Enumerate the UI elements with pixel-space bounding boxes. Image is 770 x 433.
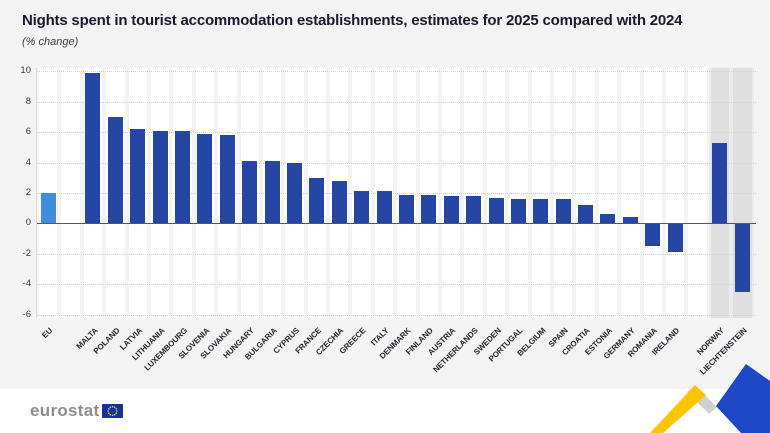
bar-column-czechia: CZECHIA [315,68,350,357]
zigzag-decoration-icon [650,364,770,433]
bar-column-italy: ITALY [369,68,395,347]
bar-malta [85,72,101,224]
bar-cyprus [286,162,302,224]
y-tick-4: 4 [25,156,31,168]
y-tick--4: -4 [22,278,31,290]
chart-header: Nights spent in tourist accommodation es… [0,0,770,49]
bar-portugal [510,199,526,224]
bar-germany [622,217,638,224]
bar-croatia [578,205,594,224]
gridline-4 [37,162,756,164]
bar-norway [712,142,728,224]
gridline--2 [37,253,756,255]
bar-sweden [488,197,504,224]
gridline-8 [37,101,756,103]
bar-france [309,177,325,224]
bar-netherlands [466,196,482,224]
bar-romania [645,223,661,247]
bar-liechtenstein [734,223,750,293]
y-tick-0: 0 [25,217,31,229]
bar-column-greece: GREECE [338,68,372,356]
zero-line [37,223,756,225]
gridline-6 [37,132,756,134]
bar-eu [40,193,56,224]
bar-column-lithuania: LITHUANIA [130,68,171,362]
bar-spain [555,199,571,224]
gridline--6 [37,314,756,316]
eurostat-logo: eurostat [30,401,124,421]
y-tick-8: 8 [25,95,31,107]
bar-luxembourg [175,130,191,224]
bar-ireland [667,223,683,253]
bar-column-slovenia: SLOVENIA [177,68,216,361]
chart-subtitle: (% change) [22,36,79,48]
gridline-10 [37,71,756,73]
bar-slovenia [197,133,213,224]
bar-column-slovakia: SLOVAKIA [199,68,238,361]
bar-estonia [600,214,616,224]
bar-column-hungary: HUNGARY [222,68,261,360]
bar-column-poland: POLAND [92,68,126,356]
y-tick--6: -6 [22,308,31,320]
bar-chart: EU MALTA POLAND LATVIA LITHUANIA LUXEMBOURG SL… [20,65,756,390]
bar-czechia [331,180,347,224]
chart-title: Nights spent in tourist accommodation es… [22,12,683,29]
eurostat-logo-text: eurostat [30,401,100,420]
bar-column-malta: MALTA [74,68,104,351]
y-tick-6: 6 [25,126,31,138]
bar-poland [107,116,123,224]
bar-column-norway: NORWAY [696,68,732,357]
y-tick-2: 2 [25,187,31,198]
eu-flag-icon [102,404,124,418]
bar-italy [376,191,392,224]
bar-columns: EU MALTA POLAND LATVIA LITHUANIA LUXEMBOURG SL… [37,68,756,376]
bar-column-cyprus: CYPRUS [271,68,305,356]
y-tick-10: 10 [20,65,31,77]
bar-greece [354,191,370,224]
bar-column-france: FRANCE [294,68,328,356]
bar-bulgaria [264,160,280,224]
footer: eurostat [0,389,770,433]
bar-column-eu: EU [37,68,59,340]
gridline-2 [37,193,756,194]
bar-lithuania [152,130,168,224]
bar-column-luxembourg: LUXEMBOURG [142,68,193,373]
x-label-eu: EU [40,326,55,341]
bar-column-bulgaria: BULGARIA [243,68,283,362]
bar-austria [443,196,459,224]
bar-column-latvia: LATVIA [118,68,149,352]
plot-area: EU MALTA POLAND LATVIA LITHUANIA LUXEMBOURG SL… [20,65,756,376]
bar-slovakia [219,135,235,224]
bar-denmark [398,194,414,224]
bar-hungary [242,160,258,224]
bar-belgium [533,199,549,224]
bar-finland [421,194,437,224]
gridline--4 [37,284,756,286]
y-tick--2: -2 [22,247,31,259]
bar-latvia [130,128,146,224]
